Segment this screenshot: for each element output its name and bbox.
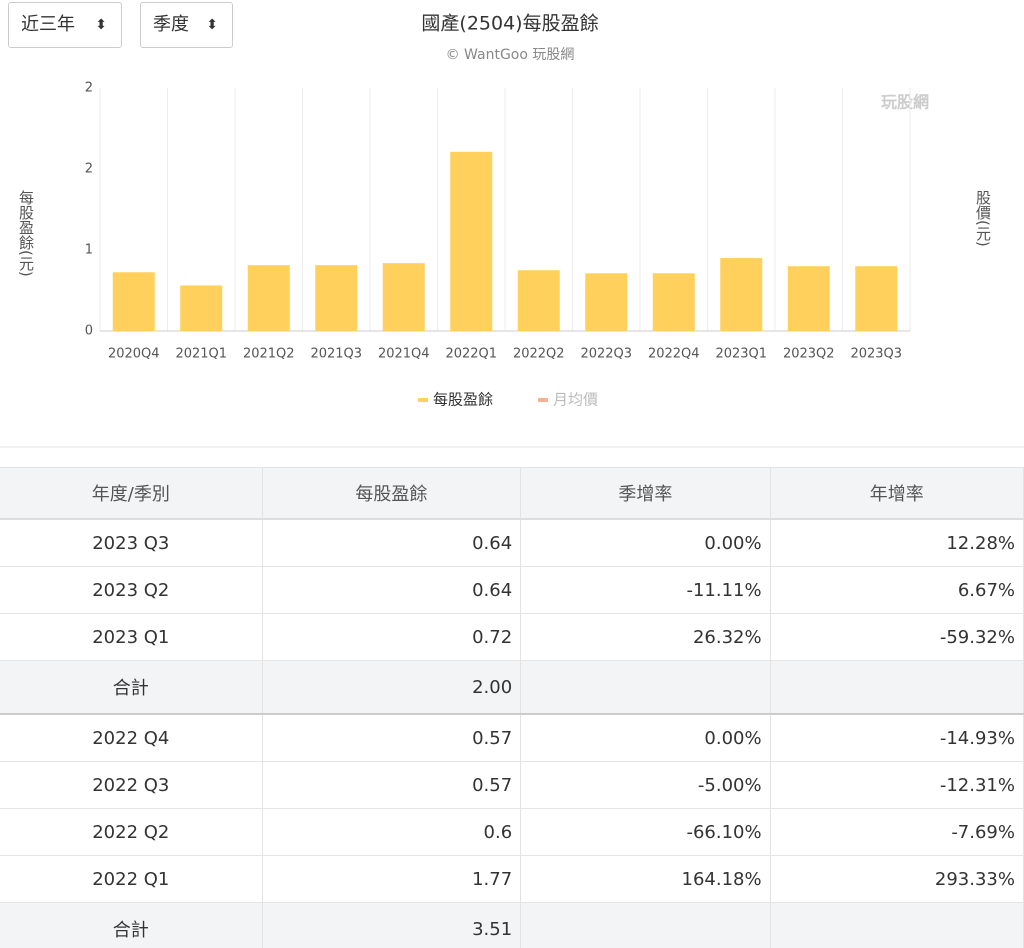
header-row: 年度/季別 每股盈餘 季增率 年增率 (0, 467, 1024, 520)
y2-axis-label: 股價(元) (974, 190, 992, 247)
legend-swatch (538, 398, 548, 402)
range-select[interactable]: 近三年 (8, 2, 122, 48)
x-tick-label: 2020Q4 (108, 347, 160, 362)
bar (382, 263, 425, 331)
x-tick-label: 2023Q2 (783, 347, 835, 362)
y-tick-label: 1 (85, 243, 93, 258)
y-tick-label: 0 (85, 324, 93, 339)
table-cell: 2.00 (262, 660, 522, 715)
x-tick-label: 2021Q3 (310, 347, 362, 362)
x-tick-label: 2023Q1 (715, 347, 767, 362)
watermark: 玩股網 (881, 93, 929, 112)
table-cell: 2022 Q3 (0, 761, 263, 809)
bar (112, 272, 155, 331)
y-tick-label: 2 (85, 81, 93, 96)
legend-swatch (418, 398, 428, 402)
bar (585, 273, 628, 331)
table-cell: 合計 (0, 660, 263, 715)
bar (855, 266, 898, 331)
table-cell: 2023 Q1 (0, 613, 263, 661)
table-row: 合計 2.00 (0, 660, 1024, 715)
x-tick-label: 2022Q3 (580, 347, 632, 362)
table-cell: -7.69% (770, 808, 1024, 856)
table-cell: 293.33% (770, 855, 1024, 903)
table-cell (770, 660, 1024, 715)
table-cell: 164.18% (520, 855, 771, 903)
x-tick-label: 2022Q2 (513, 347, 565, 362)
table-cell: 2023 Q3 (0, 519, 263, 567)
table-cell: -11.11% (520, 566, 771, 614)
x-tick-label: 2021Q1 (175, 347, 227, 362)
table-cell: -59.32% (770, 613, 1024, 661)
legend-entry: 每股盈餘 (433, 391, 493, 409)
bar (247, 265, 290, 331)
table-cell: 0.6 (262, 808, 522, 856)
table-cell: 12.28% (770, 519, 1024, 567)
bar (450, 151, 493, 331)
table-cell: 0.72 (262, 613, 522, 661)
x-tick-label: 2022Q1 (445, 347, 497, 362)
bar (517, 270, 560, 331)
table-cell: 0.64 (262, 519, 522, 567)
table-cell (770, 902, 1024, 948)
bar (180, 285, 223, 331)
header-cell: 年增率 (770, 467, 1024, 520)
table-row: 合計 3.51 (0, 902, 1024, 948)
bar (720, 258, 763, 331)
table-cell (520, 660, 771, 715)
table-cell: 2022 Q1 (0, 855, 263, 903)
table-row: 2022 Q1 1.77 164.18% 293.33% (0, 855, 1024, 903)
x-tick-label: 2021Q4 (378, 347, 430, 362)
table-cell: 2023 Q2 (0, 566, 263, 614)
x-tick-label: 2023Q3 (850, 347, 902, 362)
table-cell: -12.31% (770, 761, 1024, 809)
eps-table: 年度/季別 每股盈餘 季增率 年增率 2023 Q3 0.64 0.00% 12.28% 202… (0, 467, 1024, 948)
table-cell: 0.57 (262, 761, 522, 809)
table-cell: 0.00% (520, 714, 771, 762)
table-cell: -5.00% (520, 761, 771, 809)
header-cell: 年度/季別 (0, 467, 263, 520)
table-cell: 2022 Q4 (0, 714, 263, 762)
table-cell: 0.00% (520, 519, 771, 567)
table-cell: 26.32% (520, 613, 771, 661)
table-row: 2022 Q4 0.57 0.00% -14.93% (0, 714, 1024, 762)
table-cell: -66.10% (520, 808, 771, 856)
table-row: 2023 Q2 0.64 -11.11% 6.67% (0, 566, 1024, 614)
table-row: 2023 Q3 0.64 0.00% 12.28% (0, 519, 1024, 567)
x-tick-label: 2021Q2 (243, 347, 295, 362)
period-select[interactable]: 季度 (140, 2, 233, 48)
chart: 國產(2504)每股盈餘 © WantGoo 玩股網 玩股網 每股盈餘(元) 股… (0, 13, 1024, 448)
chart-title: 國產(2504)每股盈餘 (421, 13, 598, 35)
table-cell: -14.93% (770, 714, 1024, 762)
header-cell: 每股盈餘 (262, 467, 522, 520)
y-tick-label: 2 (85, 162, 93, 177)
table-cell: 0.57 (262, 714, 522, 762)
x-tick-label: 2022Q4 (648, 347, 700, 362)
table-cell (520, 902, 771, 948)
table-row: 2023 Q1 0.72 26.32% -59.32% (0, 613, 1024, 661)
table-cell: 1.77 (262, 855, 522, 903)
legend-entry: 月均價 (553, 391, 598, 409)
table-row: 2022 Q3 0.57 -5.00% -12.31% (0, 761, 1024, 809)
table-cell: 合計 (0, 902, 263, 948)
table-cell: 2022 Q2 (0, 808, 263, 856)
chart-subtitle: © WantGoo 玩股網 (446, 47, 575, 63)
table-row: 2022 Q2 0.6 -66.10% -7.69% (0, 808, 1024, 856)
header-cell: 季增率 (520, 467, 771, 520)
y-axis-label: 每股盈餘(元) (17, 190, 35, 277)
table-cell: 6.67% (770, 566, 1024, 614)
bar (652, 273, 695, 331)
table-cell: 3.51 (262, 902, 522, 948)
table-cell: 0.64 (262, 566, 522, 614)
bar (787, 266, 830, 331)
bar (315, 265, 358, 331)
